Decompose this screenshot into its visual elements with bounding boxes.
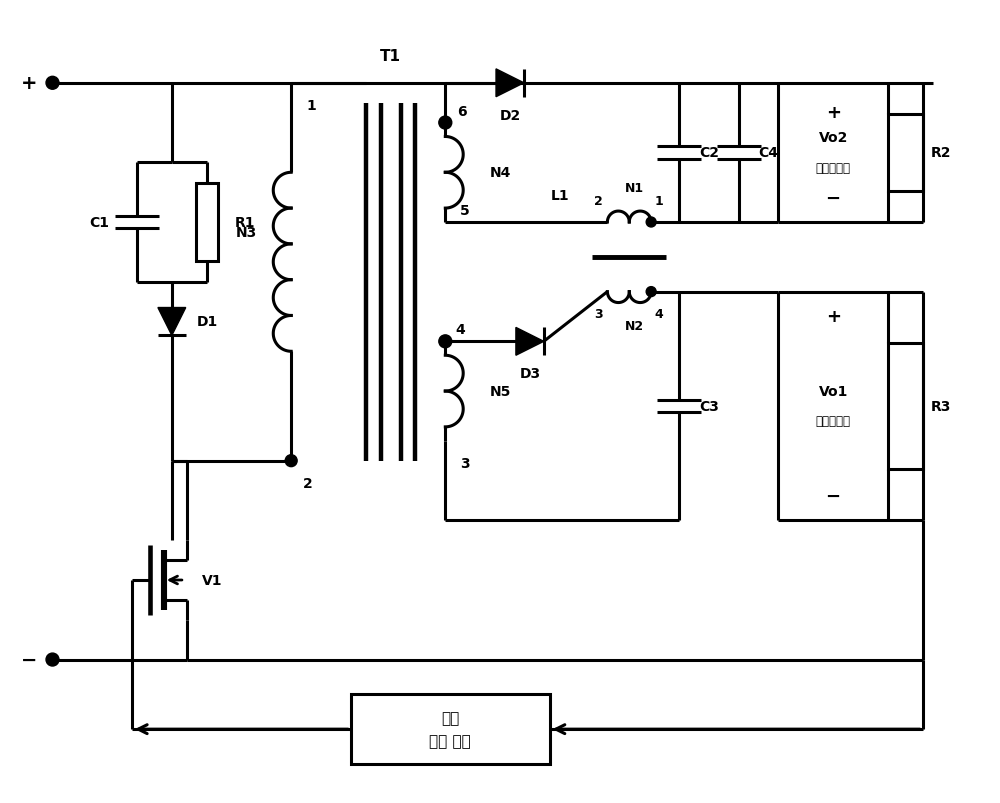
Text: 3: 3 — [460, 456, 470, 470]
Text: C3: C3 — [699, 399, 719, 414]
Text: Vo2: Vo2 — [818, 132, 848, 145]
Circle shape — [439, 336, 452, 349]
Text: 6: 6 — [457, 104, 467, 118]
Polygon shape — [496, 70, 524, 98]
Circle shape — [46, 654, 59, 666]
Text: 2: 2 — [303, 476, 313, 490]
Text: −: − — [21, 650, 38, 669]
Text: C1: C1 — [89, 216, 109, 230]
Text: V1: V1 — [202, 573, 222, 587]
Circle shape — [646, 287, 656, 297]
Text: 4: 4 — [455, 323, 465, 337]
Text: T1: T1 — [380, 49, 401, 63]
Text: （辅输出）: （辅输出） — [816, 161, 851, 174]
Bar — [351, 695, 550, 764]
Text: 控制 电路: 控制 电路 — [429, 734, 471, 748]
Circle shape — [285, 455, 297, 467]
Text: N4: N4 — [490, 166, 511, 180]
Text: 4: 4 — [654, 307, 663, 320]
Text: D2: D2 — [499, 108, 521, 123]
Bar — [888, 344, 923, 469]
Text: 5: 5 — [460, 204, 470, 218]
Text: D1: D1 — [197, 315, 218, 329]
Text: 2: 2 — [594, 195, 602, 208]
Polygon shape — [516, 328, 544, 356]
Text: 1: 1 — [654, 195, 663, 208]
Text: D3: D3 — [519, 367, 540, 381]
Text: 反馈: 反馈 — [441, 710, 459, 725]
Text: N5: N5 — [490, 385, 511, 398]
Circle shape — [646, 218, 656, 228]
Text: 1: 1 — [306, 99, 316, 112]
Polygon shape — [158, 308, 186, 336]
Circle shape — [439, 117, 452, 130]
Text: −: − — [826, 487, 841, 506]
Text: N1: N1 — [625, 182, 644, 195]
Text: L1: L1 — [550, 189, 569, 203]
Bar — [888, 115, 923, 191]
Circle shape — [46, 77, 59, 90]
Text: R3: R3 — [931, 399, 951, 414]
Text: −: − — [826, 190, 841, 208]
Text: C4: C4 — [759, 146, 779, 160]
Text: C2: C2 — [699, 146, 719, 160]
Text: N3: N3 — [236, 226, 257, 239]
Text: （主输出）: （主输出） — [816, 415, 851, 428]
Text: R2: R2 — [931, 146, 951, 160]
Text: 3: 3 — [594, 307, 602, 320]
Text: N2: N2 — [625, 320, 644, 333]
Text: Vo1: Vo1 — [818, 385, 848, 398]
Text: +: + — [826, 307, 841, 325]
Text: R1: R1 — [234, 216, 255, 230]
Text: +: + — [826, 104, 841, 121]
Text: +: + — [21, 74, 38, 93]
Bar — [196, 184, 218, 262]
